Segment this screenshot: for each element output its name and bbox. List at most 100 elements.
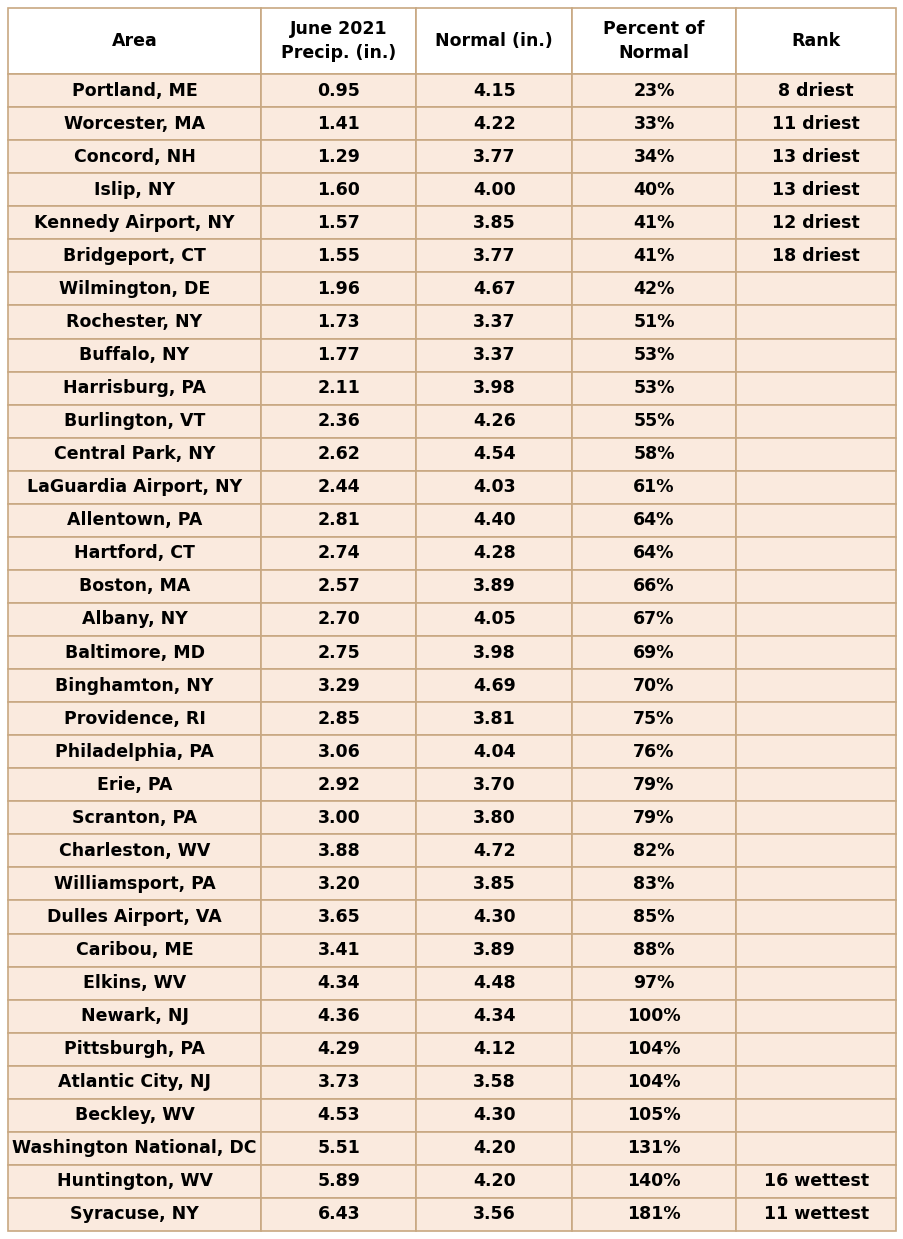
Bar [261,273,416,306]
Bar [572,901,735,933]
Text: 88%: 88% [633,942,674,959]
Bar [572,1032,735,1066]
Bar [261,966,416,1000]
Text: 13 driest: 13 driest [771,147,859,166]
Text: 4.00: 4.00 [472,181,515,198]
Bar [572,1165,735,1198]
Bar [416,1198,572,1232]
Bar [261,1099,416,1132]
Bar [8,669,261,703]
Text: 2.75: 2.75 [317,643,359,662]
Bar [416,74,572,107]
Text: Buffalo, NY: Buffalo, NY [79,346,190,364]
Bar [572,74,735,107]
Text: Rochester, NY: Rochester, NY [67,313,202,331]
Text: 3.70: 3.70 [472,776,515,794]
Bar [261,1000,416,1032]
Text: 6.43: 6.43 [317,1206,359,1223]
Text: 1.73: 1.73 [317,313,359,331]
Text: 3.65: 3.65 [317,908,359,926]
Bar [735,703,895,735]
Bar [8,1032,261,1066]
Bar [261,636,416,669]
Bar [735,536,895,570]
Bar [735,966,895,1000]
Bar [261,669,416,703]
Bar [261,140,416,173]
Text: 2.74: 2.74 [317,544,359,563]
Bar [572,207,735,239]
Text: 3.20: 3.20 [317,875,359,893]
Bar [572,1099,735,1132]
Text: Albany, NY: Albany, NY [81,611,187,628]
Text: 3.89: 3.89 [472,942,515,959]
Bar [261,867,416,901]
Bar [572,437,735,471]
Bar [735,802,895,834]
Bar [735,437,895,471]
Text: 64%: 64% [633,512,674,529]
Bar [261,207,416,239]
Bar [416,802,572,834]
Text: 4.54: 4.54 [472,445,515,463]
Bar [8,901,261,933]
Text: Burlington, VT: Burlington, VT [64,413,205,430]
Bar [261,504,416,536]
Text: 55%: 55% [633,413,674,430]
Text: 12 driest: 12 driest [771,214,859,232]
Text: 3.77: 3.77 [472,147,515,166]
Bar [416,703,572,735]
Bar [416,239,572,273]
Bar [261,834,416,867]
Bar [8,802,261,834]
Bar [416,437,572,471]
Bar [261,570,416,603]
Text: 5.89: 5.89 [317,1172,359,1191]
Text: 33%: 33% [633,115,674,133]
Bar [261,933,416,966]
Text: LaGuardia Airport, NY: LaGuardia Airport, NY [27,478,242,497]
Text: Washington National, DC: Washington National, DC [13,1140,256,1157]
Bar [261,735,416,768]
Text: 4.36: 4.36 [317,1007,359,1025]
Bar [8,1066,261,1099]
Bar [261,471,416,504]
Bar [8,140,261,173]
Bar [416,7,572,74]
Bar [572,306,735,338]
Bar [261,7,416,74]
Text: Worcester, MA: Worcester, MA [64,115,205,133]
Text: 8 driest: 8 driest [777,82,853,99]
Text: 3.89: 3.89 [472,577,515,596]
Bar [735,1099,895,1132]
Text: 2.11: 2.11 [317,379,359,398]
Text: 4.04: 4.04 [472,742,515,761]
Text: 1.96: 1.96 [317,280,359,297]
Text: 75%: 75% [633,710,674,727]
Bar [416,405,572,437]
Bar [735,273,895,306]
Text: 4.20: 4.20 [472,1172,515,1191]
Bar [572,1132,735,1165]
Text: 1.41: 1.41 [317,115,359,133]
Text: Newark, NJ: Newark, NJ [80,1007,189,1025]
Text: 4.26: 4.26 [472,413,515,430]
Text: 41%: 41% [633,214,674,232]
Text: 4.28: 4.28 [472,544,515,563]
Bar [261,239,416,273]
Bar [416,1066,572,1099]
Text: 82%: 82% [633,841,674,860]
Text: 64%: 64% [633,544,674,563]
Bar [416,867,572,901]
Bar [8,834,261,867]
Text: 181%: 181% [627,1206,680,1223]
Text: Baltimore, MD: Baltimore, MD [64,643,204,662]
Text: 11 driest: 11 driest [771,115,859,133]
Bar [416,966,572,1000]
Bar [261,405,416,437]
Bar [8,603,261,636]
Text: 3.81: 3.81 [472,710,515,727]
Bar [735,570,895,603]
Bar [8,405,261,437]
Bar [416,603,572,636]
